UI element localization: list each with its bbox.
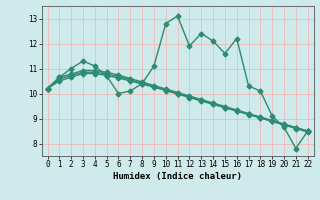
X-axis label: Humidex (Indice chaleur): Humidex (Indice chaleur) bbox=[113, 172, 242, 181]
